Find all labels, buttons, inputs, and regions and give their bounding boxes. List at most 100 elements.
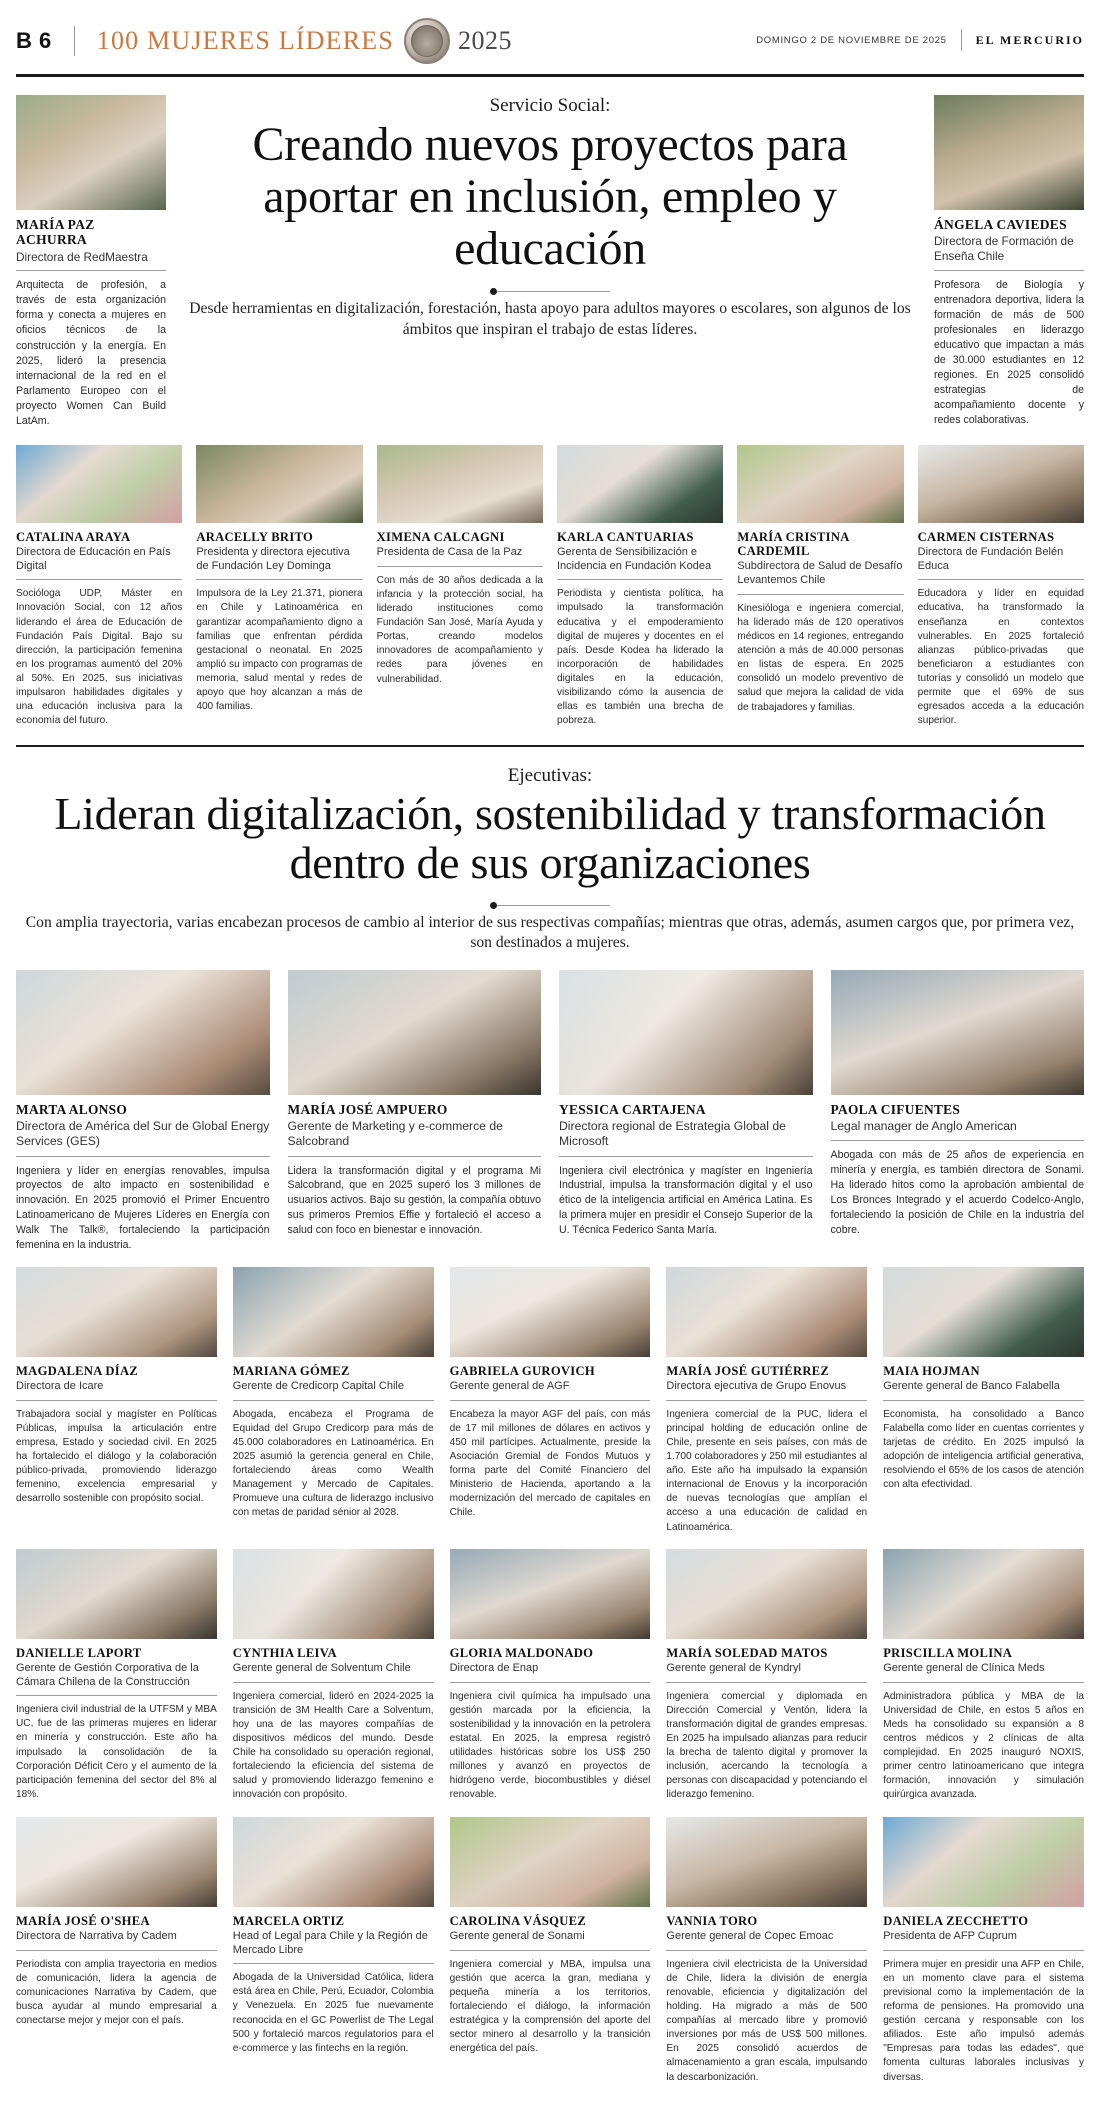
deck-marker — [490, 901, 610, 909]
profile-card: CYNTHIA LEIVA Gerente general de Solvent… — [232, 1548, 434, 1803]
profile-photo — [16, 1266, 217, 1357]
profile-card: XIMENA CALCAGNI Presidenta de Casa de la… — [376, 444, 543, 729]
profile-photo — [883, 1816, 1084, 1907]
profile-bio: Socióloga UDP, Máster en Innovación Soci… — [16, 588, 183, 727]
profile-card: MAIA HOJMAN Gerente general de Banco Fal… — [883, 1266, 1084, 1535]
profile-separator — [666, 1681, 868, 1683]
profile-card: CATALINA ARAYA Directora de Educación en… — [16, 444, 183, 729]
profile-name: GABRIELA GUROVICH — [449, 1363, 595, 1378]
story-kicker: Servicio Social: — [489, 95, 611, 116]
profile-separator — [449, 1399, 651, 1401]
profile-photo — [934, 95, 1084, 210]
profile-card: MARIANA GÓMEZ Gerente de Credicorp Capit… — [232, 1266, 434, 1535]
profile-bio: Ingeniera comercial, lideró en 2024-2025… — [232, 1690, 434, 1801]
profile-role: Gerente general de Copec Emoac — [666, 1929, 834, 1942]
masthead: B 6 100 MUJERES LÍDERES 2025 DOMINGO 2 D… — [16, 12, 1084, 72]
profile-card: VANNIA TORO Gerente general de Copec Emo… — [666, 1816, 868, 2085]
profile-name: PAOLA CIFUENTES — [830, 1102, 961, 1118]
profile-bio: Trabajadora social y magíster en Polític… — [16, 1408, 217, 1505]
section-title: 100 MUJERES LÍDERES — [96, 26, 395, 55]
profile-photo — [917, 444, 1084, 523]
profile-name: MARIANA GÓMEZ — [232, 1363, 350, 1378]
profile-separator — [16, 1399, 217, 1401]
profile-name: MARÍA SOLEDAD MATOS — [666, 1645, 828, 1660]
profile-separator — [196, 579, 363, 581]
profile-bio: Arquitecta de profesión, a través de est… — [16, 279, 166, 427]
profile-photo — [232, 1266, 434, 1357]
profile-photo — [196, 444, 363, 523]
profile-name: GLORIA MALDONADO — [449, 1645, 594, 1660]
profile-photo — [16, 95, 166, 210]
profile-separator — [287, 1155, 541, 1157]
profile-separator — [16, 1155, 270, 1157]
profile-separator — [666, 1399, 868, 1401]
bullet-dot-icon — [490, 901, 497, 909]
deck-marker — [490, 288, 610, 296]
profile-role: Gerente general de Sonami — [449, 1929, 585, 1942]
profile-name: ÁNGELA CAVIEDES — [934, 217, 1067, 232]
profile-name: PRISCILLA MOLINA — [883, 1645, 1013, 1660]
profile-role: Directora de América del Sur de Global E… — [16, 1119, 270, 1149]
profile-bio: Abogada de la Universidad Católica, lide… — [232, 1972, 434, 2054]
profile-separator — [449, 1681, 651, 1683]
profile-bio: Educadora y líder en equidad educativa, … — [917, 588, 1084, 727]
medal-seal-icon — [404, 18, 451, 64]
page-folio: B 6 — [16, 28, 52, 53]
profile-name: XIMENA CALCAGNI — [376, 529, 505, 544]
profile-name: CYNTHIA LEIVA — [232, 1645, 337, 1660]
profile-separator — [830, 1140, 1084, 1142]
profile-role: Directora de Fundación Belén Educa — [917, 546, 1064, 572]
story-servicio-social: MARÍA PAZ ACHURRA Directora de RedMaestr… — [16, 77, 1084, 429]
profile-bio: Ingeniera comercial de la PUC, lidera el… — [666, 1408, 868, 1533]
profile-card: PRISCILLA MOLINA Gerente general de Clín… — [883, 1548, 1084, 1803]
profile-name: CAROLINA VÁSQUEZ — [449, 1913, 587, 1928]
profile-bio: Periodista con amplia trayectoria en med… — [16, 1958, 217, 2027]
profile-name: DANIELA ZECCHETTO — [883, 1913, 1029, 1928]
profile-separator — [16, 1949, 217, 1951]
profile-bio: Kinesióloga e ingeniera comercial, ha li… — [737, 602, 904, 713]
profile-bio: Profesora de Biología y entrenadora depo… — [934, 278, 1084, 426]
profile-name: MARÍA CRISTINA CARDEMIL — [737, 529, 849, 559]
profile-name: MAGDALENA DÍAZ — [16, 1363, 139, 1378]
profile-role: Presidenta de AFP Cuprum — [883, 1929, 1017, 1942]
profile-role: Legal manager de Anglo American — [830, 1119, 1017, 1134]
profile-bio: Primera mujer en presidir una AFP en Chi… — [883, 1958, 1084, 2083]
profile-card: CAROLINA VÁSQUEZ Gerente general de Sona… — [449, 1816, 651, 2085]
story-deck: Con amplia trayectoria, varias encabezan… — [25, 913, 1075, 952]
profile-role: Directora de Educación en País Digital — [16, 546, 171, 572]
profile-name: CATALINA ARAYA — [16, 529, 131, 544]
profile-card: MARÍA JOSÉ GUTIÉRREZ Directora ejecutiva… — [666, 1266, 868, 1535]
story-ejecutivas: Ejecutivas: Lideran digitalización, sost… — [16, 765, 1084, 955]
profile-card: YESSICA CARTAJENA Directora regional de … — [559, 970, 813, 1253]
deck-rule — [497, 291, 610, 293]
masthead-divider — [73, 26, 75, 56]
profile-card: MARTA ALONSO Directora de América del Su… — [16, 970, 270, 1253]
profile-role: Directora de Enap — [449, 1661, 539, 1674]
profile-separator — [917, 579, 1084, 581]
profile-name: MARÍA PAZ ACHURRA — [16, 217, 95, 248]
profile-card: GABRIELA GUROVICH Gerente general de AGF… — [449, 1266, 651, 1535]
profile-role: Presidenta y directora ejecutiva de Fund… — [196, 546, 350, 572]
profile-photo — [666, 1266, 868, 1357]
profile-role: Gerente general de Clínica Meds — [883, 1661, 1045, 1674]
profile-role: Gerente de Credicorp Capital Chile — [232, 1379, 404, 1392]
profile-separator — [376, 565, 543, 567]
profile-separator — [737, 593, 904, 595]
profile-role: Gerenta de Sensibilización e Incidencia … — [556, 546, 712, 572]
profile-separator — [16, 1695, 217, 1697]
story-deck: Desde herramientas en digitalización, fo… — [189, 300, 911, 339]
profile-photo — [16, 444, 183, 523]
profile-card: CARMEN CISTERNAS Directora de Fundación … — [917, 444, 1084, 729]
profile-card: GLORIA MALDONADO Directora de Enap Ingen… — [449, 1548, 651, 1803]
profile-photo — [376, 444, 543, 523]
story-headline: Creando nuevos proyectos para aportar en… — [252, 118, 848, 275]
profile-separator — [934, 269, 1084, 271]
profile-separator — [883, 1681, 1084, 1683]
profile-angela-caviedes: ÁNGELA CAVIEDES Directora de Formación d… — [934, 95, 1084, 429]
profile-card: KARLA CANTUARIAS Gerenta de Sensibilizac… — [556, 444, 724, 729]
profile-role: Gerente de Gestión Corporativa de la Cám… — [16, 1661, 199, 1688]
profile-bio: Impulsora de la Ley 21.371, pionera en C… — [196, 588, 363, 713]
profile-role: Head of Legal para Chile y la Región de … — [232, 1929, 428, 1956]
profile-card: MARÍA SOLEDAD MATOS Gerente general de K… — [666, 1548, 868, 1803]
profile-card: MARÍA JOSÉ AMPUERO Gerente de Marketing … — [287, 970, 541, 1253]
